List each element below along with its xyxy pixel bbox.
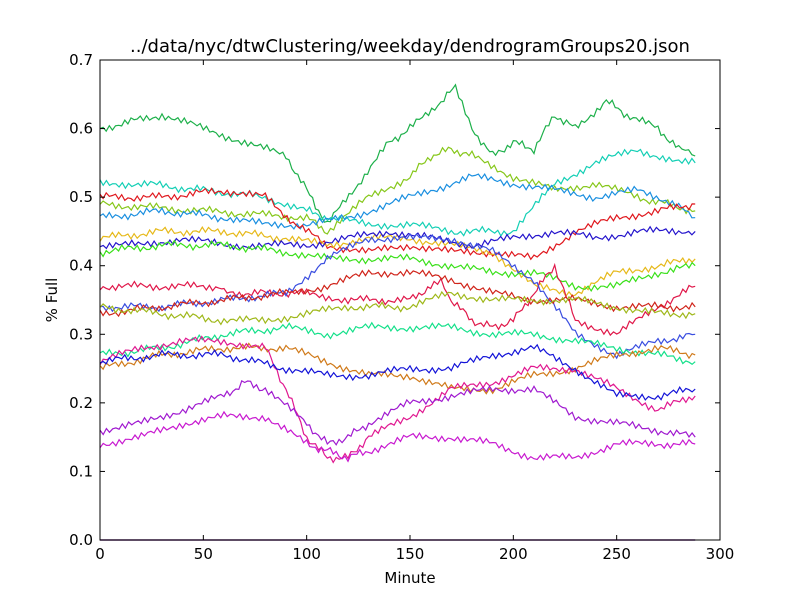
series-line-15 — [99, 335, 696, 464]
x-tick-label: 300 — [706, 545, 735, 563]
x-tick-label: 0 — [95, 545, 105, 563]
series-line-7 — [99, 225, 696, 251]
series-line-10 — [99, 232, 696, 360]
y-tick-label: 0.7 — [69, 51, 93, 69]
x-tick-label: 200 — [499, 545, 528, 563]
series-line-9 — [99, 262, 696, 337]
series-line-4 — [99, 172, 696, 230]
series-line-2 — [99, 148, 696, 238]
y-tick-label: 0.1 — [69, 462, 93, 480]
series-line-8 — [99, 239, 696, 293]
y-tick-label: 0.0 — [69, 531, 93, 549]
series-line-6 — [99, 226, 696, 298]
x-tick-label: 50 — [194, 545, 213, 563]
y-tick-label: 0.6 — [69, 120, 93, 138]
series-line-17 — [99, 380, 696, 446]
y-axis-label: % Full — [43, 278, 61, 323]
y-tick-label: 0.2 — [69, 394, 93, 412]
series-line-16 — [99, 343, 696, 401]
y-tick-label: 0.5 — [69, 188, 93, 206]
series-line-3 — [99, 146, 696, 235]
x-axis-label: Minute — [384, 569, 435, 587]
x-tick-label: 100 — [292, 545, 321, 563]
y-tick-label: 0.3 — [69, 325, 93, 343]
series-line-1 — [99, 83, 696, 223]
y-tick-label: 0.4 — [69, 257, 93, 275]
series-line-5 — [99, 187, 696, 261]
series-line-18 — [99, 410, 696, 463]
x-tick-label: 150 — [396, 545, 425, 563]
x-tick-label: 250 — [602, 545, 631, 563]
chart-title: ../data/nyc/dtwClustering/weekday/dendro… — [130, 36, 690, 57]
axis-layer: 0 50 100 150 200 250 300 0.0 0.1 0.2 0.3 0.4 0.5 0.6 0… — [69, 51, 734, 563]
series-line-14 — [99, 342, 696, 395]
series-line-13 — [99, 321, 696, 366]
series-line-12 — [99, 290, 696, 326]
